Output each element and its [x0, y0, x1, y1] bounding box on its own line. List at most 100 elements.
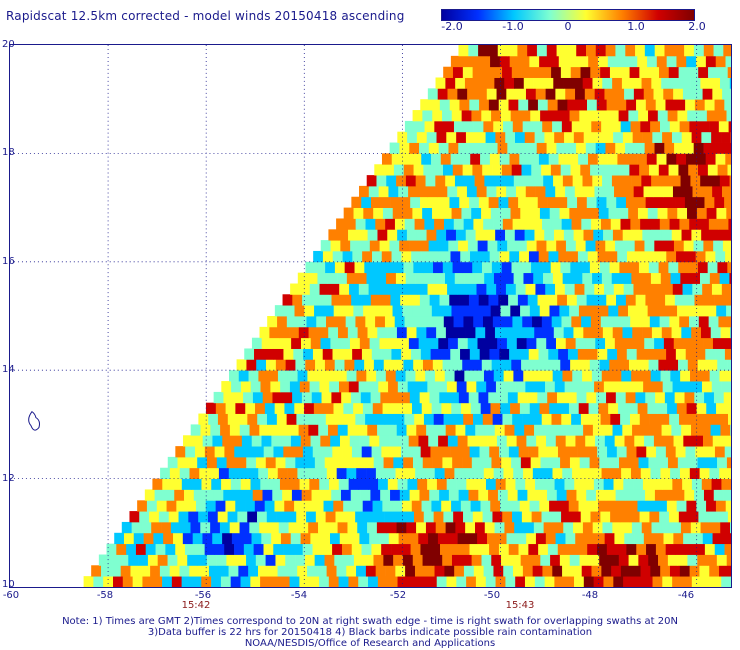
wind-cell: [502, 316, 513, 328]
wind-cell: [519, 55, 530, 68]
wind-cell: [722, 185, 731, 198]
wind-cell: [524, 131, 535, 143]
wind-cell: [692, 532, 704, 545]
wind-cell: [680, 77, 691, 89]
wind-cell: [365, 565, 377, 577]
wind-cell: [197, 456, 208, 469]
wind-cell: [449, 391, 460, 404]
wind-cell: [565, 532, 576, 545]
wind-cell: [271, 337, 282, 349]
wind-cell: [429, 196, 441, 208]
wind-cell: [591, 565, 602, 577]
wind-cell: [498, 294, 509, 306]
wind-cell: [694, 294, 705, 306]
wind-cell: [467, 240, 479, 252]
wind-cell: [177, 554, 188, 566]
wind-cell: [637, 402, 648, 414]
wind-cell: [621, 77, 633, 89]
wind-cell: [303, 348, 314, 360]
wind-cell: [224, 446, 235, 458]
wind-cell: [506, 435, 517, 447]
wind-cell: [316, 316, 327, 328]
wind-cell: [551, 413, 562, 425]
wind-cell: [470, 500, 481, 512]
wind-cell: [251, 435, 262, 447]
wind-cell: [318, 326, 329, 339]
wind-cell: [379, 240, 390, 252]
wind-cell: [652, 576, 663, 587]
wind-cell: [618, 402, 629, 414]
wind-cell: [494, 521, 505, 534]
wind-cell: [534, 131, 545, 143]
wind-cell: [308, 521, 319, 534]
wind-cell: [436, 576, 447, 587]
wind-cell: [536, 142, 547, 154]
wind-cell: [706, 207, 717, 219]
wind-cell: [597, 348, 608, 360]
wind-cell: [552, 272, 564, 284]
wind-cell: [689, 218, 700, 230]
wind-cell: [570, 261, 581, 274]
wind-cell: [469, 348, 480, 360]
wind-cell: [377, 229, 388, 241]
wind-cell: [415, 467, 426, 479]
wind-cell: [509, 348, 520, 360]
wind-cell: [426, 131, 437, 143]
wind-cell: [233, 391, 244, 404]
wind-cell: [678, 164, 689, 176]
wind-cell: [432, 207, 443, 219]
wind-cell: [335, 316, 347, 328]
wind-cell: [170, 521, 182, 534]
wind-cell: [459, 446, 471, 458]
wind-cell: [267, 316, 278, 328]
wind-cell: [305, 359, 316, 371]
wind-cell: [627, 402, 638, 414]
wind-cell: [507, 240, 518, 252]
wind-cell: [576, 45, 587, 57]
wind-cell: [361, 348, 373, 360]
wind-cell: [322, 543, 333, 555]
wind-cell: [153, 532, 164, 545]
wind-cell: [452, 66, 464, 78]
wind-cell: [425, 521, 437, 534]
wind-cell: [580, 413, 592, 425]
wind-cell: [721, 131, 731, 143]
wind-cell: [701, 229, 712, 241]
wind-cell: [277, 370, 289, 382]
wind-cell: [454, 272, 465, 284]
wind-cell: [258, 467, 269, 479]
wind-cell: [446, 131, 457, 143]
wind-cell: [354, 456, 365, 469]
wind-cell: [293, 446, 304, 458]
wind-cell: [363, 554, 374, 566]
wind-cell: [386, 521, 397, 534]
wind-cell: [199, 565, 210, 577]
wind-cell: [677, 207, 688, 219]
wind-cell: [657, 402, 668, 414]
wind-cell: [272, 391, 283, 404]
wind-cell: [215, 500, 226, 512]
wind-cell: [369, 240, 380, 252]
wind-cell: [521, 66, 532, 78]
wind-cell: [730, 326, 731, 339]
wind-cell: [634, 532, 645, 545]
wind-cell: [555, 88, 566, 100]
wind-cell: [649, 218, 661, 230]
wind-cell: [659, 120, 671, 133]
wind-cell: [304, 305, 315, 317]
wind-cell: [564, 381, 575, 393]
wind-cell: [187, 456, 198, 469]
wind-cell: [399, 489, 410, 501]
wind-cell: [587, 348, 598, 360]
wind-cell: [636, 250, 648, 263]
wind-cell: [365, 413, 376, 425]
wind-cell: [672, 381, 683, 393]
wind-cell: [410, 543, 421, 555]
wind-cell: [642, 576, 653, 587]
wind-cell: [471, 110, 482, 122]
wind-cell: [609, 261, 620, 274]
wind-cell: [647, 207, 659, 219]
wind-cell: [682, 381, 693, 393]
wind-cell: [611, 467, 622, 479]
wind-cell: [386, 272, 397, 284]
